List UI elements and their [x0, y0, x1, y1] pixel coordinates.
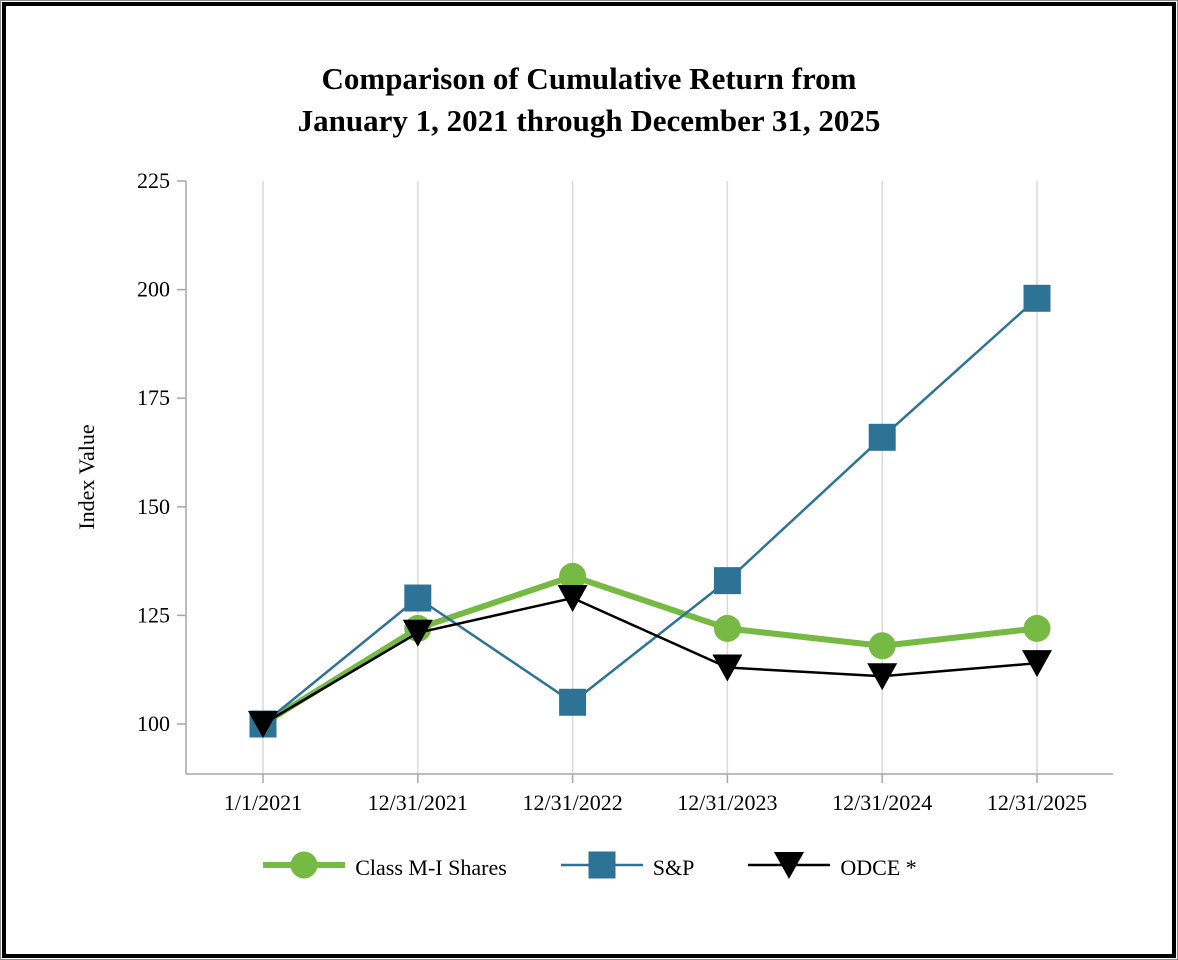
blue-square-line-legend-icon	[559, 848, 645, 887]
chart-title: Comparison of Cumulative Return from Jan…	[6, 58, 1172, 142]
legend-sample-svg	[748, 852, 831, 879]
square-marker	[1023, 284, 1051, 312]
legend-label: S&P	[652, 854, 695, 880]
gridlines	[262, 181, 1038, 774]
x-tick-label: 1/1/2021	[224, 790, 302, 815]
legend-item-odce: ODCE *	[746, 848, 917, 887]
circle-marker	[559, 562, 587, 590]
x-tick-label: 12/31/2021	[368, 790, 468, 815]
legend-item-class-mi-shares: Class M-I Shares	[261, 848, 507, 887]
circle-marker	[713, 614, 741, 642]
legend-item-sp: S&P	[559, 848, 695, 887]
chart-title-line-1: Comparison of Cumulative Return from	[321, 61, 857, 96]
legend-sample-svg	[560, 851, 643, 879]
line-chart-plot-area: 100 125 150 175 200 225 1/1/2021 12/31/2021 12/3…	[74, 168, 1113, 815]
triangle-down-marker	[248, 711, 278, 738]
y-axis: 100 125 150 175 200 225	[137, 168, 187, 774]
x-axis: 1/1/2021 12/31/2021 12/31/2022 12/31/2023 12…	[186, 773, 1113, 815]
square-marker	[588, 851, 616, 879]
x-tick-label: 12/31/2023	[677, 790, 777, 815]
y-axis-title: Index Value	[74, 424, 99, 529]
x-tick-label: 12/31/2024	[832, 790, 932, 815]
series-class-m-i-shares	[249, 562, 1051, 738]
y-tick-label: 175	[137, 385, 170, 410]
y-tick-label: 100	[137, 711, 170, 736]
y-tick-label: 125	[137, 602, 170, 627]
square-marker	[713, 567, 741, 595]
y-tick-label: 150	[137, 494, 170, 519]
green-circle-line-legend-icon	[261, 848, 347, 887]
triangle-down-marker	[867, 663, 898, 691]
y-tick-label: 225	[137, 168, 170, 193]
series-line	[261, 573, 1038, 727]
triangle-down-marker	[402, 619, 433, 647]
square-marker	[404, 584, 432, 612]
circle-marker	[1023, 614, 1051, 642]
x-tick-label: 12/31/2022	[522, 790, 622, 815]
triangle-down-marker	[557, 585, 588, 613]
chart-title-line-2: January 1, 2021 through December 31, 202…	[297, 103, 881, 138]
series-odce-	[248, 585, 1052, 738]
triangle-down-marker	[1022, 650, 1052, 678]
square-marker	[868, 423, 896, 451]
y-tick-label: 200	[137, 277, 170, 302]
chart-legend: Class M-I Shares S&P ODCE *	[6, 848, 1172, 887]
series-s-p	[249, 284, 1051, 738]
black-triangle-line-legend-icon	[746, 848, 832, 887]
triangle-down-marker	[712, 654, 743, 682]
legend-label: ODCE *	[840, 854, 917, 880]
series-line	[262, 297, 1038, 725]
legend-label: Class M-I Shares	[355, 854, 507, 880]
square-marker	[559, 688, 587, 716]
circle-marker	[290, 851, 318, 879]
circle-marker	[868, 632, 896, 660]
series-line	[262, 596, 1038, 726]
triangle-down-marker	[774, 852, 805, 879]
legend-sample-svg	[263, 851, 346, 879]
x-tick-label: 12/31/2025	[987, 790, 1087, 815]
